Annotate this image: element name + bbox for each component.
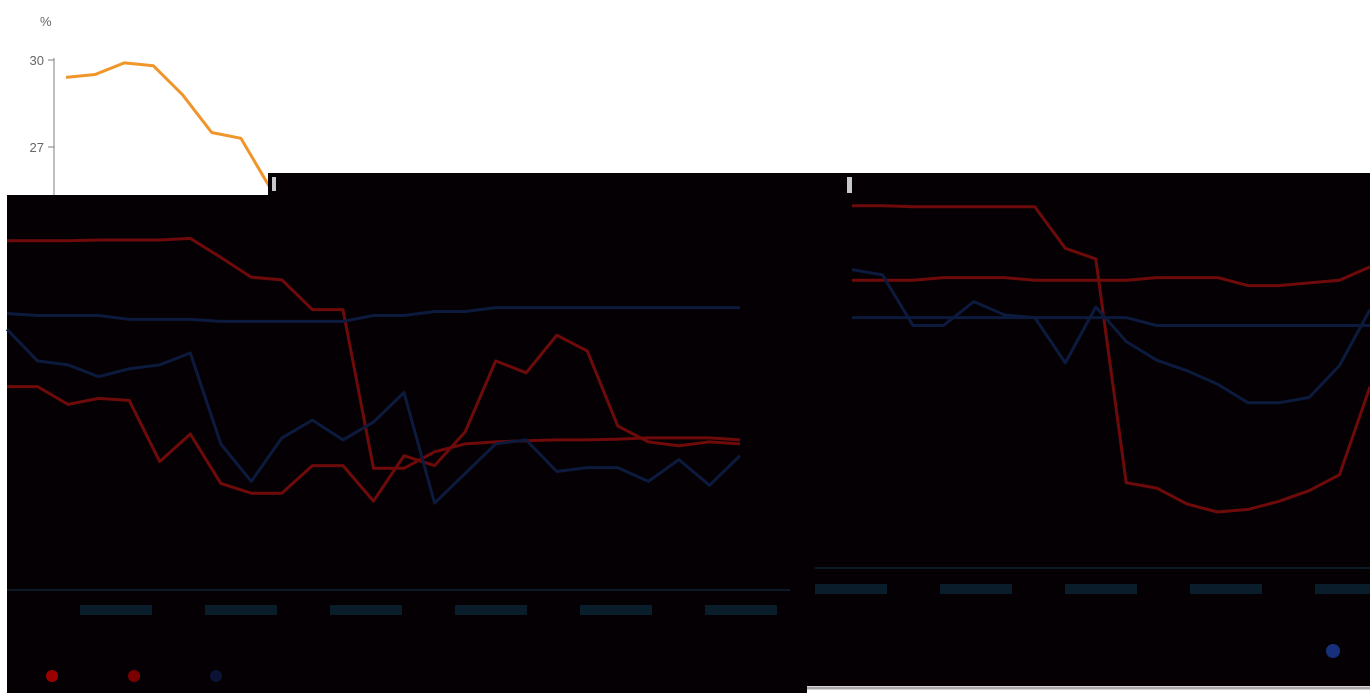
y-tick-label-30: 30: [30, 53, 44, 68]
x-tick-placeholder: [580, 605, 652, 615]
left-legend: [46, 670, 222, 682]
right-panel-series-2: [852, 265, 1370, 288]
x-tick-placeholder: [455, 605, 527, 615]
legend-marker-red-2[interactable]: [128, 670, 140, 682]
top-chart: % 30 27: [30, 14, 272, 195]
left-panel-series-2: [7, 333, 741, 503]
left-panel-x-tick-labels: [80, 605, 777, 615]
top-series-line: [65, 61, 272, 189]
overlay-panel-right: [807, 195, 1370, 686]
overlay-top-strip: [268, 173, 1370, 195]
left-panel-series-3: [6, 306, 740, 323]
right-panel-series-3: [852, 316, 1370, 327]
left-panel-series-1: [7, 236, 741, 470]
x-tick-placeholder: [1315, 584, 1370, 594]
x-tick-placeholder: [940, 584, 1012, 594]
left-panel-series-4: [5, 328, 742, 505]
legend-marker-blue-2[interactable]: [1326, 644, 1340, 658]
x-tick-placeholder: [1065, 584, 1137, 594]
corner-glyph-right: [847, 177, 852, 193]
right-panel-series-1: [852, 204, 1370, 514]
legend-marker-red-1[interactable]: [46, 670, 58, 682]
x-tick-placeholder: [80, 605, 152, 615]
corner-glyph-left: [272, 177, 276, 191]
x-tick-placeholder: [705, 605, 777, 615]
x-tick-placeholder: [1190, 584, 1262, 594]
y-axis-unit-label: %: [40, 14, 52, 29]
left-panel-lines: [5, 236, 742, 505]
legend-marker-blue-1[interactable]: [210, 670, 222, 682]
right-legend: [1326, 644, 1340, 658]
x-tick-placeholder: [205, 605, 277, 615]
x-tick-placeholder: [815, 584, 887, 594]
right-panel-lines: [851, 204, 1370, 514]
top-line-series: [65, 61, 272, 189]
dark-overlay: [5, 173, 1370, 693]
right-panel-series-4: [851, 268, 1370, 405]
x-tick-placeholder: [330, 605, 402, 615]
y-tick-label-27: 27: [30, 140, 44, 155]
right-panel-x-tick-labels: [815, 584, 1370, 594]
